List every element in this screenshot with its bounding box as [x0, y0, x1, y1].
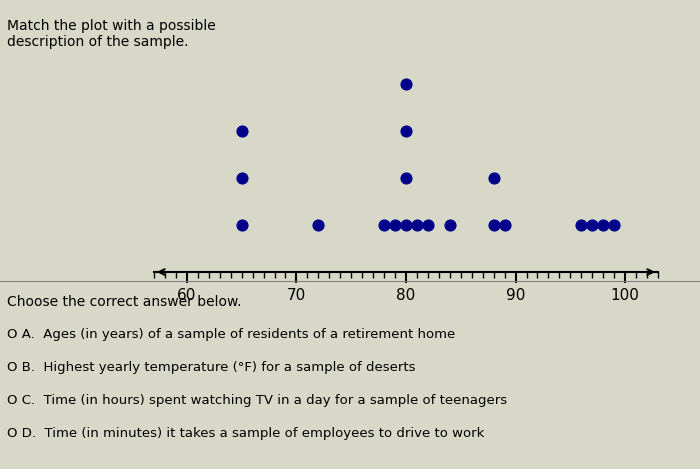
Point: [236, 174, 247, 182]
Point: [598, 221, 609, 229]
Point: [400, 221, 412, 229]
Point: [400, 128, 412, 135]
Point: [575, 221, 587, 229]
Point: [400, 81, 412, 88]
Text: O A.  Ages (in years) of a sample of residents of a retirement home: O A. Ages (in years) of a sample of resi…: [7, 328, 455, 341]
Point: [400, 174, 412, 182]
Point: [444, 221, 456, 229]
Point: [379, 221, 390, 229]
Point: [236, 128, 247, 135]
Point: [499, 221, 510, 229]
Point: [488, 221, 499, 229]
Point: [313, 221, 324, 229]
Point: [422, 221, 433, 229]
Point: [587, 221, 598, 229]
Point: [236, 221, 247, 229]
Point: [488, 174, 499, 182]
Point: [389, 221, 400, 229]
Point: [608, 221, 620, 229]
Point: [412, 221, 423, 229]
Text: O D.  Time (in minutes) it takes a sample of employees to drive to work: O D. Time (in minutes) it takes a sample…: [7, 427, 484, 440]
Text: O C.  Time (in hours) spent watching TV in a day for a sample of teenagers: O C. Time (in hours) spent watching TV i…: [7, 394, 507, 407]
Text: Choose the correct answer below.: Choose the correct answer below.: [7, 295, 241, 310]
Text: O B.  Highest yearly temperature (°F) for a sample of deserts: O B. Highest yearly temperature (°F) for…: [7, 361, 416, 374]
Text: Match the plot with a possible
description of the sample.: Match the plot with a possible descripti…: [7, 19, 216, 49]
